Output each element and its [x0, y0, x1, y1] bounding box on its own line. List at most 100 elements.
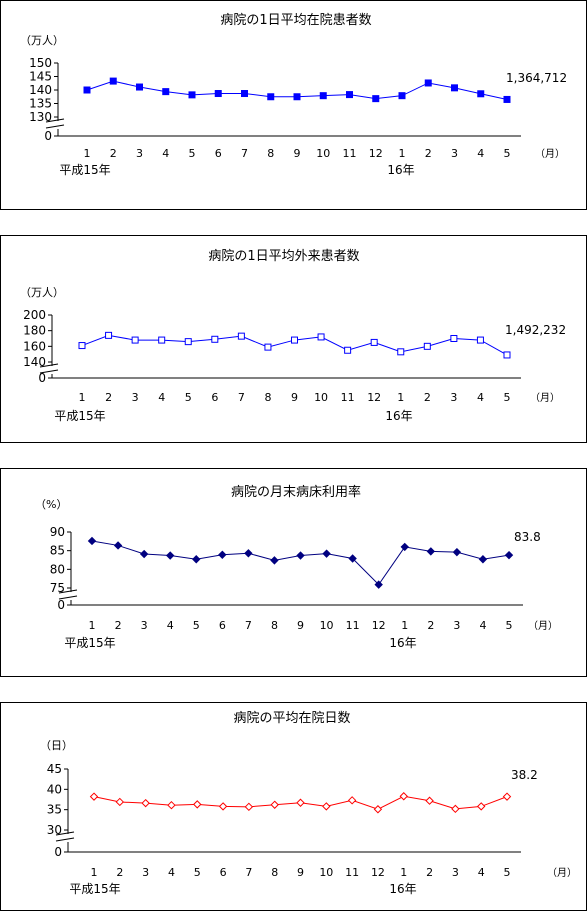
- bed-occupancy-data-point: [296, 551, 305, 560]
- inpatients-x-tick-label: 3: [136, 147, 143, 160]
- length-of-stay-data-point: [502, 792, 512, 801]
- inpatients-axis-break-mark: [45, 124, 65, 129]
- length-of-stay-x-tick-label: 6: [220, 866, 227, 879]
- inpatients-data-point: [188, 91, 196, 99]
- bed-occupancy-data-point: [192, 555, 201, 564]
- bed-occupancy-chart-title: 病院の月末病床利用率: [231, 484, 361, 500]
- bed-occupancy-x-tick-label: 5: [193, 619, 200, 632]
- bed-occupancy-x-tick-label: 11: [346, 619, 360, 632]
- length-of-stay-data-point: [322, 802, 331, 811]
- inpatients-data-point: [451, 84, 458, 92]
- bed-occupancy-x-tick-label: 8: [271, 619, 278, 632]
- inpatients-data-point: [346, 91, 353, 99]
- inpatients-x-tick-label: 1: [399, 147, 406, 160]
- bed-occupancy-x-tick-label: 2: [115, 619, 122, 632]
- inpatients-data-point: [267, 93, 275, 101]
- outpatients-data-point: [423, 342, 431, 350]
- length-of-stay-x-tick-label: 5: [194, 866, 201, 879]
- inpatients-y-tick-label: 140: [29, 83, 52, 97]
- outpatients-data-point: [158, 336, 166, 344]
- outpatients-data-point: [237, 332, 245, 340]
- length-of-stay-data-point: [296, 798, 305, 807]
- inpatients-x-tick-label: 11: [343, 147, 357, 160]
- bed-occupancy-x-tick-label: 1: [89, 619, 96, 632]
- outpatients-x-unit-label: （月）: [530, 392, 560, 404]
- length-of-stay-y-axis-label: （日）: [40, 739, 73, 752]
- bed-occupancy-x-tick-label: 10: [320, 619, 334, 632]
- chart-panel-length-of-stay: [0, 702, 587, 911]
- length-of-stay-x-tick-label: 1: [400, 866, 407, 879]
- outpatients-year-label: 16年: [385, 409, 412, 423]
- inpatients-axis-break-mark: [45, 118, 65, 123]
- length-of-stay-y-tick-label: 45: [47, 762, 62, 776]
- bed-occupancy-year-label: 16年: [389, 636, 416, 650]
- length-of-stay-data-point: [193, 800, 202, 809]
- bed-occupancy-y-tick-label: 80: [50, 562, 65, 576]
- outpatients-x-tick-label: 1: [397, 391, 404, 404]
- outpatients-x-tick-label: 5: [185, 391, 192, 404]
- outpatients-x-tick-label: 3: [450, 391, 457, 404]
- bed-occupancy-latest-value-label: 83.8: [514, 530, 541, 544]
- length-of-stay-data-point: [270, 800, 279, 809]
- outpatients-y-tick-label: 140: [23, 355, 46, 369]
- inpatients-x-tick-label: 4: [162, 147, 169, 160]
- length-of-stay-data-point: [451, 804, 460, 814]
- bed-occupancy-data-point: [504, 550, 514, 560]
- outpatients-data-point: [264, 343, 272, 351]
- length-of-stay-data-point: [425, 796, 434, 805]
- length-of-stay-x-unit-label: （月）: [547, 867, 577, 879]
- bed-occupancy-x-unit-label: （月）: [528, 620, 558, 632]
- inpatients-data-point: [424, 79, 432, 87]
- length-of-stay-year-label: 16年: [389, 882, 416, 896]
- outpatients-y-axis-label: （万人）: [20, 286, 64, 299]
- inpatients-data-point: [319, 92, 327, 100]
- bed-occupancy-data-point: [426, 547, 436, 556]
- length-of-stay-data-point: [399, 792, 408, 801]
- outpatients-x-tick-label: 6: [211, 391, 218, 404]
- inpatients-x-tick-label: 5: [504, 147, 511, 160]
- inpatients-data-point: [477, 90, 485, 98]
- outpatients-data-point: [370, 338, 378, 346]
- bed-occupancy-data-point: [244, 549, 253, 558]
- length-of-stay-data-point: [141, 798, 150, 808]
- length-of-stay-x-tick-label: 12: [371, 866, 385, 879]
- bed-occupancy-x-tick-label: 2: [427, 619, 434, 632]
- bed-occupancy-x-tick-label: 1: [401, 619, 408, 632]
- bed-occupancy-x-tick-label: 6: [219, 619, 226, 632]
- length-of-stay-latest-value-label: 38.2: [511, 768, 538, 782]
- inpatients-data-point: [136, 83, 143, 91]
- inpatients-latest-value-label: 1,364,712: [506, 71, 567, 85]
- bed-occupancy-x-tick-label: 5: [506, 619, 513, 632]
- length-of-stay-axis-break-mark: [55, 837, 75, 842]
- outpatients-data-point: [184, 338, 192, 346]
- inpatients-data-point: [214, 90, 222, 98]
- bed-occupancy-data-point: [400, 542, 409, 552]
- bed-occupancy-x-tick-label: 9: [297, 619, 304, 632]
- length-of-stay-x-tick-label: 4: [168, 866, 175, 879]
- bed-occupancy-data-point: [270, 556, 279, 565]
- outpatients-x-tick-label: 2: [424, 391, 431, 404]
- length-of-stay-y-zero-label: 0: [54, 845, 62, 859]
- bed-occupancy-data-point: [113, 541, 123, 550]
- outpatients-axis-break-mark: [39, 363, 59, 368]
- length-of-stay-axis-break-mark: [55, 831, 75, 836]
- outpatients-data-point: [211, 335, 219, 343]
- length-of-stay-x-tick-label: 1: [91, 866, 98, 879]
- outpatients-latest-value-label: 1,492,232: [505, 323, 566, 337]
- inpatients-y-tick-label: 130: [29, 110, 52, 124]
- length-of-stay-data-point: [373, 805, 383, 814]
- outpatients-y-tick-label: 200: [23, 308, 46, 322]
- bed-occupancy-y-zero-label: 0: [57, 598, 65, 612]
- inpatients-year-label: 16年: [387, 163, 414, 177]
- outpatients-x-tick-label: 2: [105, 391, 112, 404]
- inpatients-x-tick-label: 10: [316, 147, 330, 160]
- inpatients-x-tick-label: 6: [215, 147, 222, 160]
- bed-occupancy-x-tick-label: 4: [167, 619, 174, 632]
- outpatients-x-tick-label: 7: [238, 391, 245, 404]
- bed-occupancy-data-point: [165, 551, 175, 560]
- outpatients-data-point: [78, 342, 86, 350]
- bed-occupancy-x-tick-label: 7: [245, 619, 252, 632]
- outpatients-y-zero-label: 0: [38, 371, 46, 385]
- outpatients-y-tick-label: 180: [23, 324, 46, 338]
